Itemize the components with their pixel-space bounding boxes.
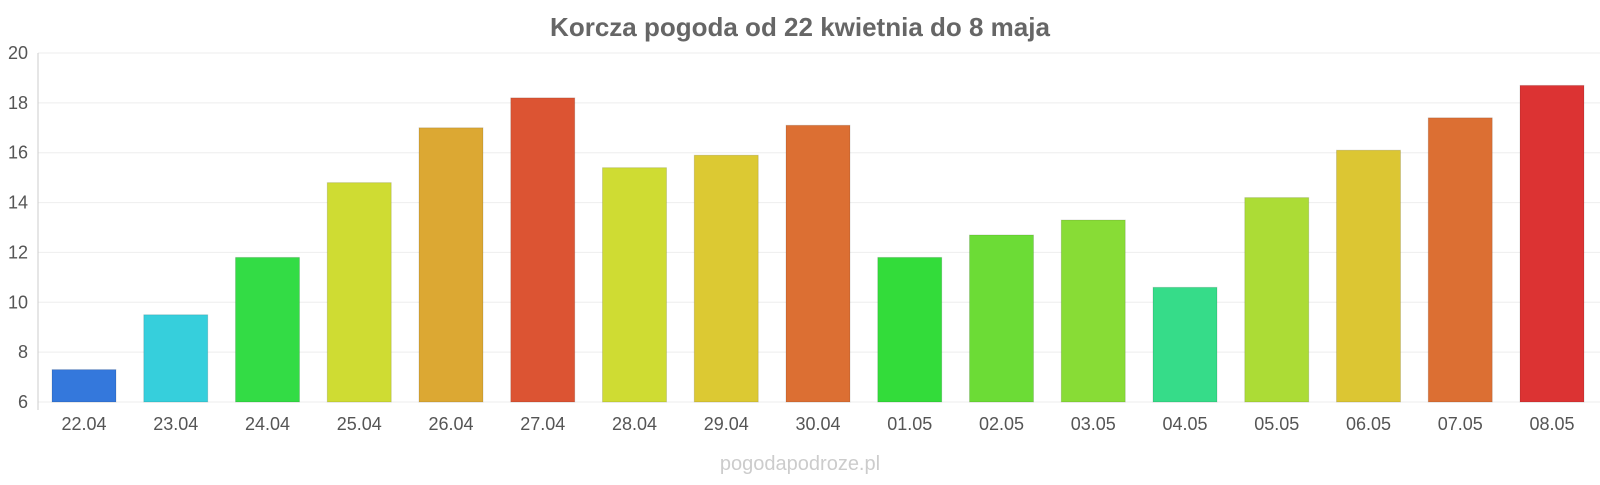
bar: [1244, 197, 1310, 403]
bar: [418, 127, 484, 403]
x-tick-label: 27.04: [520, 414, 565, 434]
y-tick-label: 6: [18, 392, 28, 412]
bar: [877, 256, 943, 403]
x-tick-label: 25.04: [337, 414, 382, 434]
y-tick-label: 14: [8, 193, 28, 213]
x-tick-label: 05.05: [1254, 414, 1299, 434]
y-tick-label: 16: [8, 143, 28, 163]
x-tick-label: 04.05: [1162, 414, 1207, 434]
bar: [785, 124, 851, 403]
x-axis-ticks: 22.04 23.04 24.04 25.04 26.04 27.04 28.04 29.04…: [61, 414, 1574, 434]
x-tick-label: 01.05: [887, 414, 932, 434]
bar: [235, 256, 300, 403]
bar: [1336, 149, 1401, 403]
x-tick-label: 03.05: [1071, 414, 1116, 434]
bar: [969, 234, 1034, 403]
bar: [1152, 286, 1218, 403]
bars: [51, 84, 1585, 403]
y-tick-label: 20: [8, 43, 28, 63]
x-tick-label: 28.04: [612, 414, 657, 434]
x-tick-label: 22.04: [61, 414, 106, 434]
x-tick-label: 02.05: [979, 414, 1024, 434]
y-tick-label: 10: [8, 292, 28, 312]
y-tick-label: 12: [8, 242, 28, 262]
watermark: pogodapodroze.pl: [720, 453, 880, 475]
x-tick-label: 26.04: [428, 414, 473, 434]
bar: [693, 154, 759, 403]
y-tick-label: 18: [8, 93, 28, 113]
bar: [326, 182, 392, 403]
bar: [1060, 219, 1126, 403]
bar: [143, 314, 209, 403]
x-tick-label: 30.04: [795, 414, 840, 434]
x-tick-label: 08.05: [1529, 414, 1574, 434]
y-axis-ticks: 6 8 10 12 14 16 18 20: [8, 43, 28, 412]
x-tick-label: 07.05: [1438, 414, 1483, 434]
x-tick-label: 24.04: [245, 414, 290, 434]
bar: [510, 97, 576, 403]
y-tick-label: 8: [18, 342, 28, 362]
bar: [1519, 84, 1585, 403]
x-tick-label: 23.04: [153, 414, 198, 434]
bar: [51, 369, 117, 403]
bar: [602, 167, 667, 403]
bar: [1427, 117, 1493, 403]
x-tick-label: 06.05: [1346, 414, 1391, 434]
chart-title: Korcza pogoda od 22 kwietnia do 8 maja: [550, 12, 1050, 42]
x-tick-label: 29.04: [704, 414, 749, 434]
